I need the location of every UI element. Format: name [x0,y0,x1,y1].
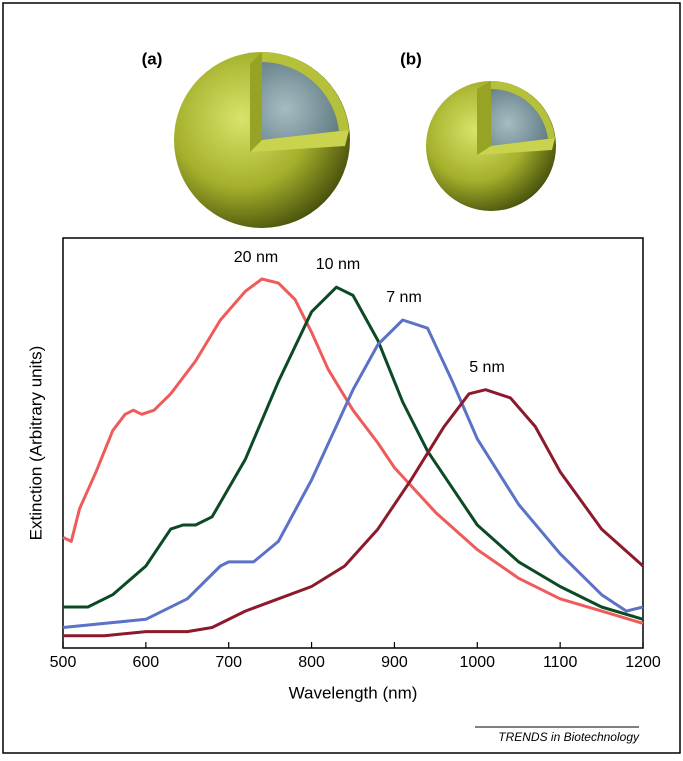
sphere-b [426,81,556,211]
series-label: 5 nm [469,359,505,376]
line [63,388,644,638]
x-tick-label: 900 [381,654,408,671]
panel-label: (a) [142,49,163,68]
panel-label: (b) [400,49,422,68]
line [63,285,644,621]
x-tick-label: 800 [298,654,325,671]
x-tick-label: 1100 [543,654,578,671]
series-label: 20 nm [234,249,278,266]
x-tick-label: 1200 [625,654,661,671]
x-tick-label: 1000 [459,654,495,671]
y-axis-label: Extinction (Arbitrary units) [26,346,45,541]
x-axis-label: Wavelength (nm) [289,683,418,702]
sphere-a [174,52,350,228]
line [62,318,644,629]
series-label: 10 nm [316,256,360,273]
series-label: 7 nm [386,289,422,306]
line [62,277,644,625]
x-tick-label: 600 [133,654,160,671]
x-tick-label: 700 [215,654,242,671]
plot-frame [62,237,644,649]
x-tick-label: 500 [50,654,77,671]
footer: TRENDS in Biotechnology [498,730,640,744]
